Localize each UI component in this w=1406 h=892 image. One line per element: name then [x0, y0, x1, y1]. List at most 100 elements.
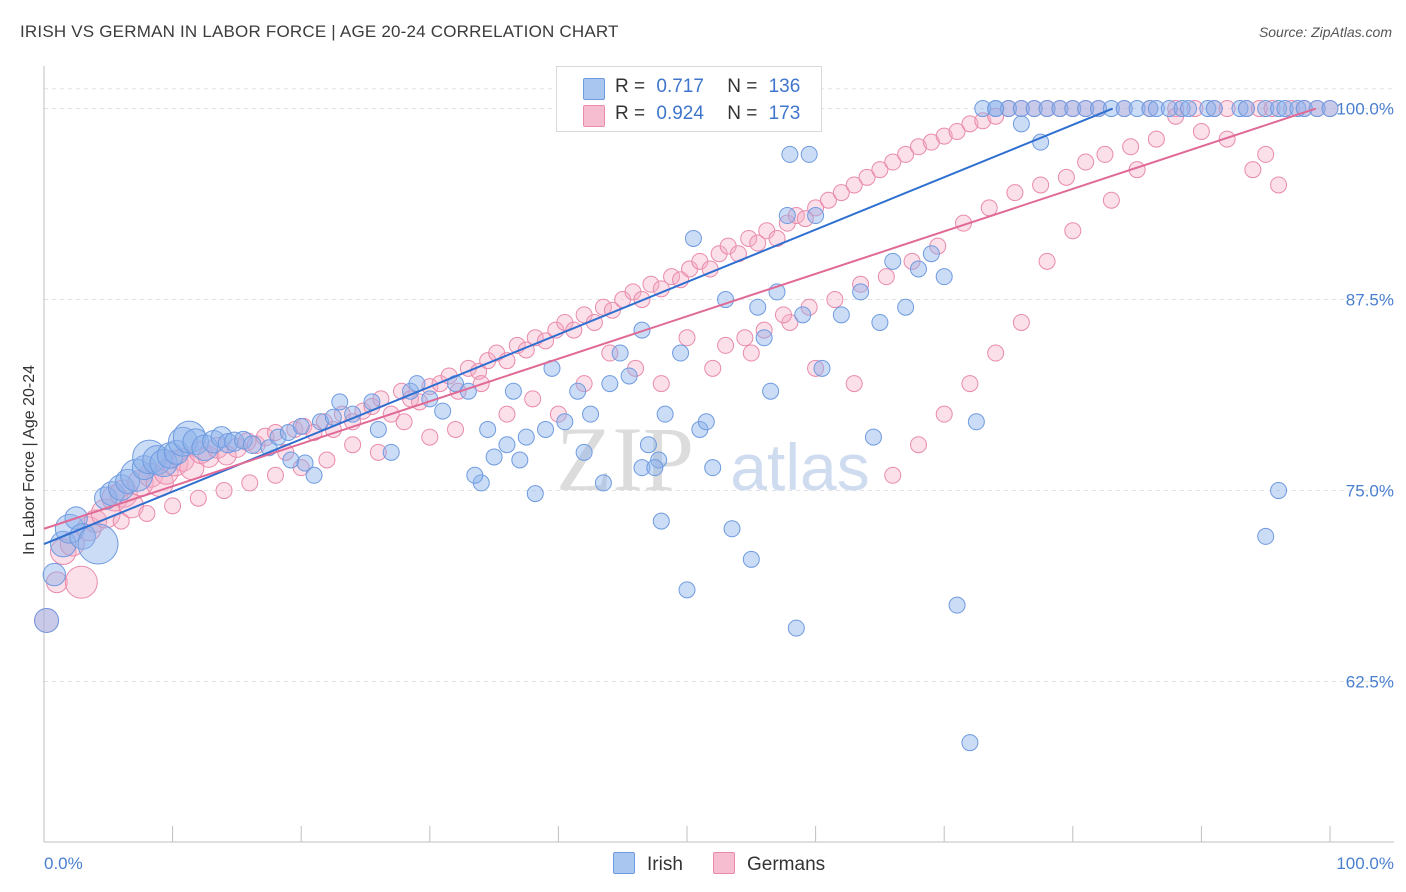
point-irish-132: [537, 420, 555, 438]
point-irish-37: [331, 393, 349, 411]
point-irish-34: [282, 451, 300, 469]
point-germans-127: [1012, 313, 1030, 331]
legend-r-label: R =: [615, 76, 646, 97]
point-germans-90: [909, 138, 927, 156]
point-germans-147: [447, 420, 465, 438]
point-irish-105: [1173, 100, 1191, 118]
point-germans-130: [935, 405, 953, 423]
point-irish-75: [794, 306, 812, 324]
point-irish-79: [864, 428, 882, 446]
y-axis-label: In Labor Force | Age 20-24: [21, 365, 38, 555]
point-germans-108: [1186, 100, 1204, 118]
point-germans-148: [421, 428, 439, 446]
point-irish-70: [742, 550, 760, 568]
point-germans-128: [987, 344, 1005, 362]
point-irish-29: [269, 428, 287, 446]
point-irish-73: [778, 207, 796, 225]
point-irish-91: [1000, 100, 1017, 118]
point-germans-83: [819, 191, 837, 209]
point-irish-89: [974, 100, 992, 118]
point-irish-85: [935, 268, 953, 286]
point-germans-78: [768, 229, 786, 247]
point-irish-71: [755, 329, 773, 347]
point-irish-56: [575, 443, 593, 461]
point-germans-89: [897, 145, 915, 163]
point-irish-109: [1231, 100, 1249, 118]
point-germans-121: [1257, 145, 1275, 163]
point-germans-94: [961, 115, 979, 133]
point-irish-104: [1160, 100, 1178, 118]
point-irish-41: [382, 443, 400, 461]
point-irish-57: [594, 474, 612, 492]
point-irish-128: [498, 436, 516, 454]
point-irish-106: [1180, 100, 1198, 118]
point-germans-93: [948, 122, 966, 140]
point-irish-137: [749, 298, 767, 316]
point-irish-126: [646, 459, 664, 477]
point-irish-82: [897, 298, 915, 316]
bottom-legend-label-germans: Germans: [747, 854, 826, 875]
point-irish-110: [1257, 100, 1275, 118]
point-irish-135: [678, 581, 696, 599]
point-germans-84: [832, 184, 850, 202]
point-irish-94: [1038, 100, 1056, 118]
x-tick-label-max: 100.0%: [1336, 854, 1394, 873]
point-germans-122: [1270, 176, 1288, 194]
point-irish-31: [292, 417, 310, 435]
point-germans-155: [241, 474, 259, 492]
point-germans-150: [369, 443, 387, 461]
point-irish-76: [807, 207, 825, 225]
legend-r-value-irish: 0.717: [656, 76, 704, 97]
point-irish-9: [107, 474, 135, 501]
series-irish: [34, 100, 1339, 752]
point-irish-116: [1321, 100, 1339, 118]
point-irish-74: [787, 619, 805, 637]
point-irish-52: [526, 485, 544, 503]
point-irish-134: [611, 344, 629, 362]
point-germans-95: [974, 112, 992, 130]
point-germans-139: [652, 375, 670, 393]
bottom-legend-label-irish: Irish: [647, 854, 683, 875]
point-irish-77: [832, 306, 850, 324]
bottom-legend-germans: Germans: [713, 852, 825, 876]
legend-n-value-germans: 173: [768, 103, 801, 124]
y-tick-labels: 62.5% 75.0% 87.5% 100.0%: [1336, 100, 1394, 692]
point-irish-68: [717, 291, 735, 309]
point-germans-167: [1032, 176, 1050, 194]
point-germans-154: [266, 466, 284, 484]
point-irish-127: [652, 512, 670, 530]
point-germans-159: [138, 504, 156, 522]
point-irish-62: [650, 451, 668, 469]
point-germans-152: [318, 451, 336, 469]
point-irish-63: [656, 405, 674, 423]
point-germans-118: [1192, 122, 1210, 140]
point-irish-139: [813, 359, 831, 377]
point-irish-45: [434, 402, 452, 420]
point-irish-100: [1115, 100, 1133, 118]
point-irish-101: [1128, 100, 1146, 118]
legend-n-label: N =: [727, 76, 758, 97]
point-irish-117: [1237, 100, 1255, 118]
point-germans-157: [189, 489, 207, 507]
point-irish-26: [234, 430, 253, 450]
y-tick-label-1: 75.0%: [1346, 482, 1394, 501]
point-irish-0: [34, 607, 60, 633]
point-irish-61: [639, 436, 657, 454]
point-irish-35: [296, 454, 314, 472]
point-irish-13: [132, 439, 167, 475]
y-tick-label-0: 62.5%: [1346, 673, 1394, 692]
bottom-legend: Irish Germans: [0, 852, 1406, 878]
point-germans-124: [1102, 191, 1120, 209]
point-germans-110: [1218, 100, 1236, 118]
point-irish-133: [582, 405, 600, 423]
point-irish-102: [1141, 100, 1159, 118]
series-germans: [34, 100, 1339, 633]
point-germans-145: [498, 405, 516, 423]
point-irish-50: [504, 382, 522, 400]
point-germans-180: [717, 336, 735, 354]
point-germans-168: [1006, 184, 1024, 202]
point-germans-144: [524, 390, 542, 408]
point-irish-111: [1270, 100, 1288, 118]
point-germans-151: [344, 436, 362, 454]
y-tick-label-3: 100.0%: [1336, 100, 1394, 119]
